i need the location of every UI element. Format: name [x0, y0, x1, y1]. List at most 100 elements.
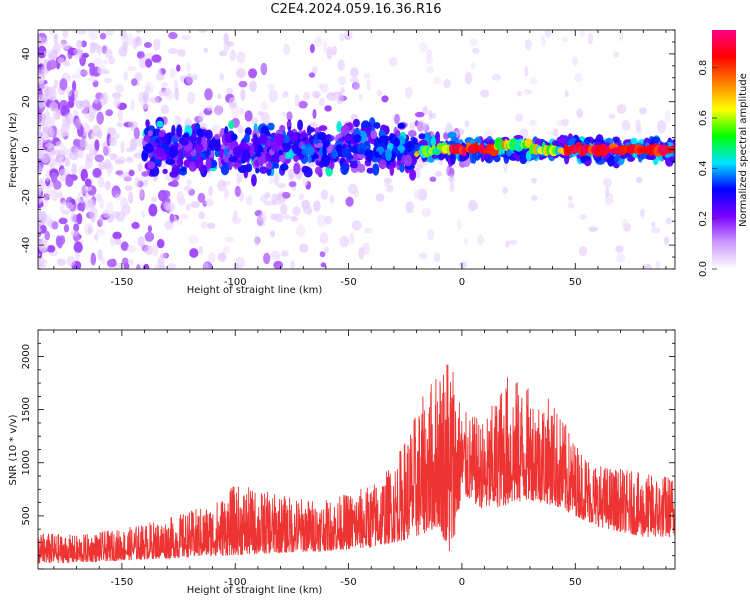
- heatmap-cell: [579, 30, 586, 38]
- heatmap-cell: [578, 245, 588, 257]
- heatmap-cell: [506, 149, 512, 157]
- heatmap-cell: [299, 243, 309, 253]
- heatmap-cell: [307, 155, 312, 164]
- heatmap-cell: [530, 195, 538, 201]
- heatmap-cell: [204, 88, 213, 101]
- heatmap-cell: [293, 162, 301, 175]
- heatmap-cell: [216, 93, 222, 100]
- heatmap-cell: [131, 221, 140, 230]
- heatmap-cell: [288, 181, 297, 188]
- heatmap-cell: [134, 72, 143, 82]
- heatmap-cell: [77, 202, 84, 211]
- heatmap-cell: [165, 158, 176, 165]
- heatmap-cell: [147, 130, 153, 137]
- heatmap-cell: [317, 131, 327, 141]
- heatmap-cell: [44, 110, 50, 120]
- y-tick-label: 20: [21, 95, 32, 108]
- heatmap-cell: [244, 127, 252, 136]
- heatmap-cell: [274, 152, 281, 164]
- colorbar: [712, 30, 736, 269]
- heatmap-cell: [322, 144, 327, 158]
- heatmap-cell: [105, 30, 115, 36]
- heatmap-cell: [122, 41, 128, 51]
- heatmap-cell: [97, 64, 106, 76]
- heatmap-cell: [98, 176, 105, 188]
- heatmap-cell: [436, 135, 440, 146]
- heatmap-cell: [366, 79, 371, 92]
- heatmap-cell: [366, 127, 371, 138]
- heatmap-cell: [640, 208, 645, 218]
- heatmap-cell: [409, 121, 416, 131]
- heatmap-cell: [140, 101, 151, 110]
- heatmap-cell: [74, 117, 82, 130]
- heatmap-cell: [353, 189, 360, 198]
- heatmap-cell: [87, 226, 93, 235]
- heatmap-cell: [579, 214, 587, 220]
- heatmap-cell: [130, 99, 135, 111]
- x-tick-label: -50: [340, 277, 356, 288]
- heatmap-cell: [46, 245, 56, 253]
- heatmap-cell: [105, 109, 113, 117]
- heatmap-cell: [366, 167, 374, 174]
- heatmap-cell: [123, 262, 130, 269]
- heatmap-cell: [267, 122, 275, 131]
- heatmap-cell: [313, 200, 321, 212]
- heatmap-cell: [464, 120, 470, 128]
- heatmap-cell: [44, 230, 50, 241]
- heatmap-cell: [302, 205, 313, 215]
- heatmap-cell: [64, 112, 74, 125]
- heatmap-cell: [68, 152, 79, 161]
- heatmap-cell: [434, 252, 441, 263]
- heatmap-cell: [143, 42, 152, 48]
- heatmap-cell: [663, 236, 670, 246]
- heatmap-cell: [117, 156, 126, 165]
- heatmap-cell: [378, 158, 387, 170]
- heatmap-cell: [312, 108, 317, 120]
- x-tick-label: 0: [459, 577, 465, 588]
- heatmap-cell: [64, 157, 70, 168]
- heatmap-cell: [38, 140, 42, 151]
- heatmap-cell: [268, 174, 274, 186]
- heatmap-cell: [128, 191, 134, 204]
- heatmap-cell: [399, 163, 405, 173]
- heatmap-cell: [191, 74, 198, 81]
- heatmap-cell: [245, 195, 253, 206]
- heatmap-cell: [70, 204, 79, 212]
- heatmap-cell: [286, 120, 292, 128]
- heatmap-cell: [404, 86, 413, 99]
- heatmap-cell: [434, 171, 442, 177]
- heatmap-cell: [260, 112, 270, 125]
- axes: -150 -100 -50 0 50 Height of straight line (k…: [8, 29, 749, 596]
- heatmap-cell: [344, 34, 351, 40]
- heatmap-cell: [241, 149, 251, 162]
- heatmap-cell: [339, 235, 350, 248]
- heatmap-cell: [41, 133, 48, 143]
- colorbar-tick-label: 0.8: [698, 60, 709, 76]
- heatmap-cell: [267, 83, 275, 90]
- heatmap-cell: [120, 141, 125, 154]
- heatmap-cell: [567, 195, 573, 202]
- heatmap-cell: [145, 119, 150, 128]
- heatmap-cell: [136, 264, 141, 269]
- heatmap-cell: [181, 34, 192, 40]
- heatmap-cell: [349, 232, 355, 244]
- heatmap-cell: [576, 108, 584, 118]
- heatmap-cell: [73, 241, 83, 254]
- heatmap-cell: [469, 37, 478, 46]
- heatmap-cell: [248, 68, 258, 79]
- heatmap-cell: [297, 119, 303, 131]
- heatmap-cell: [249, 80, 257, 93]
- heatmap-cell: [73, 89, 79, 97]
- heatmap-cell: [289, 216, 298, 222]
- heatmap-cell: [280, 163, 289, 171]
- x-tick-label: 0: [459, 277, 465, 288]
- heatmap-cell: [244, 110, 253, 122]
- heatmap-cell: [82, 52, 89, 59]
- heatmap-cell: [97, 249, 103, 261]
- heatmap-cell: [376, 89, 383, 97]
- heatmap-cell: [665, 217, 673, 225]
- heatmap-cell: [151, 197, 157, 203]
- heatmap-cell: [574, 73, 583, 83]
- heatmap-cell: [88, 105, 94, 114]
- heatmap-cell: [158, 130, 165, 138]
